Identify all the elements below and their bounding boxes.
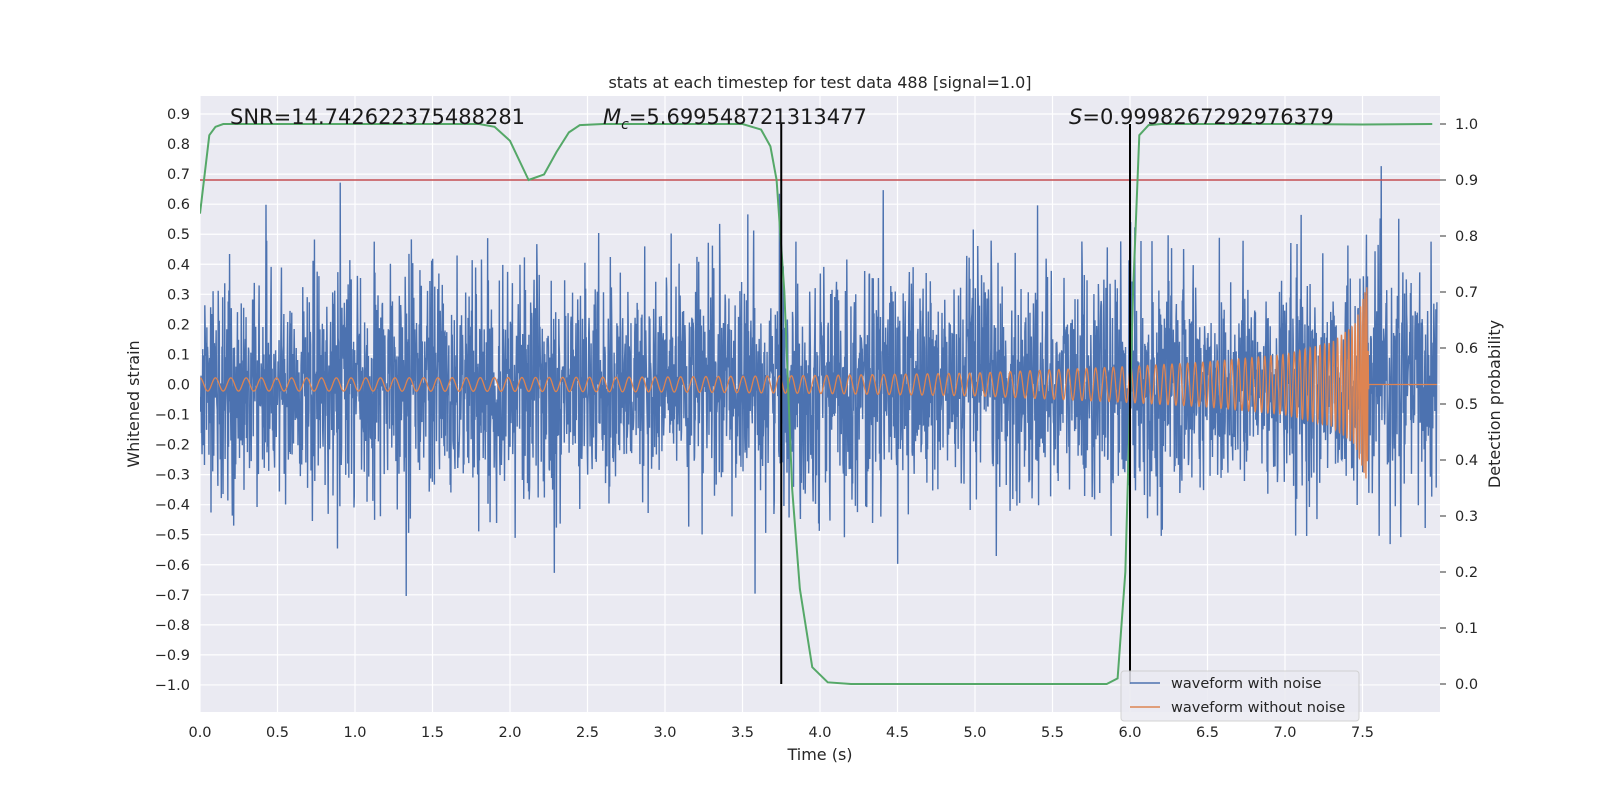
y-right-tick-label-3: 0.3 — [1455, 509, 1478, 525]
x-tick-label-4: 2.0 — [498, 725, 521, 741]
y-right-axis-ticks: 0.0 0.1 0.2 0.3 0.4 0.5 0.6 0.7 0.8 0.9 1.0 — [1440, 117, 1478, 693]
series-waveform-without-noise — [200, 287, 1437, 479]
y-right-tick-label-7: 0.7 — [1455, 285, 1478, 301]
y-left-tick-label-14: 0.4 — [167, 257, 190, 273]
x-tick-label-5: 2.5 — [576, 725, 599, 741]
y-left-tick-label-12: 0.2 — [167, 317, 190, 333]
legend: waveform with noise waveform without noi… — [1120, 670, 1360, 722]
y-right-tick-label-8: 0.8 — [1455, 229, 1478, 245]
legend-label-noise: waveform with noise — [1171, 676, 1322, 692]
y-left-tick-label-17: 0.7 — [167, 167, 190, 183]
y-right-tick-label-10: 1.0 — [1455, 117, 1478, 133]
x-tick-label-2: 1.0 — [343, 725, 366, 741]
y-left-tick-label-9: −0.1 — [155, 408, 190, 424]
x-axis-label: Time (s) — [786, 745, 852, 764]
x-tick-label-0: 0.0 — [188, 725, 211, 741]
x-tick-label-3: 1.5 — [421, 725, 444, 741]
x-tick-label-1: 0.5 — [266, 725, 289, 741]
annotation-chirp-mass: Mc=5.699548721313477 — [603, 105, 867, 133]
x-tick-label-8: 4.0 — [808, 725, 831, 741]
y-left-axis-label: Whitened strain — [124, 340, 143, 467]
y-right-tick-label-2: 0.2 — [1455, 565, 1478, 581]
y-left-tick-label-11: 0.1 — [167, 347, 190, 363]
chart-title: stats at each timestep for test data 488… — [608, 73, 1031, 92]
y-left-tick-label-8: −0.2 — [155, 438, 190, 454]
x-tick-label-11: 5.5 — [1041, 725, 1064, 741]
y-left-tick-label-3: −0.7 — [155, 588, 190, 604]
y-left-axis-ticks: −1.0 −0.9 −0.8 −0.7 −0.6 −0.5 −0.4 −0.3 −0.2 −0.1… — [155, 107, 190, 694]
y-right-tick-label-1: 0.1 — [1455, 621, 1478, 637]
y-left-tick-label-4: −0.6 — [155, 558, 190, 574]
x-tick-label-9: 4.5 — [886, 725, 909, 741]
y-left-tick-label-7: −0.3 — [155, 468, 190, 484]
y-left-tick-label-15: 0.5 — [167, 227, 190, 243]
y-right-tick-label-5: 0.5 — [1455, 397, 1478, 413]
x-tick-label-13: 6.5 — [1196, 725, 1219, 741]
y-left-tick-label-13: 0.3 — [167, 287, 190, 303]
x-tick-label-6: 3.0 — [653, 725, 676, 741]
y-left-tick-label-1: −0.9 — [155, 648, 190, 664]
y-right-tick-label-4: 0.4 — [1455, 453, 1478, 469]
x-axis-ticks: 0.0 0.5 1.0 1.5 2.0 2.5 3.0 3.5 4.0 4.5 5.0 5.5 6.0 6… — [188, 725, 1374, 741]
series-detection-probability — [200, 123, 1433, 685]
y-left-tick-label-18: 0.8 — [167, 137, 190, 153]
y-right-tick-label-9: 0.9 — [1455, 173, 1478, 189]
y-left-tick-label-10: 0.0 — [167, 377, 190, 393]
x-tick-label-14: 7.0 — [1273, 725, 1296, 741]
series-waveform-with-noise — [200, 166, 1438, 597]
x-tick-label-12: 6.0 — [1118, 725, 1141, 741]
y-left-tick-label-16: 0.6 — [167, 197, 190, 213]
y-left-tick-label-0: −1.0 — [155, 678, 190, 694]
y-left-tick-label-19: 0.9 — [167, 107, 190, 123]
annotation-score: S=0.9998267292976379 — [1069, 105, 1334, 129]
legend-box — [1120, 670, 1360, 722]
x-tick-label-15: 7.5 — [1351, 725, 1374, 741]
annotation-snr: SNR=14.742622375488281 — [230, 105, 525, 129]
y-right-tick-label-0: 0.0 — [1455, 677, 1478, 693]
x-tick-label-7: 3.5 — [731, 725, 754, 741]
y-left-tick-label-6: −0.4 — [155, 498, 190, 514]
y-left-tick-label-5: −0.5 — [155, 528, 190, 544]
x-tick-label-10: 5.0 — [963, 725, 986, 741]
y-right-tick-label-6: 0.6 — [1455, 341, 1478, 357]
legend-label-clean: waveform without noise — [1171, 700, 1345, 716]
y-right-axis-label: Detection probability — [1485, 320, 1504, 488]
y-left-tick-label-2: −0.8 — [155, 618, 190, 634]
